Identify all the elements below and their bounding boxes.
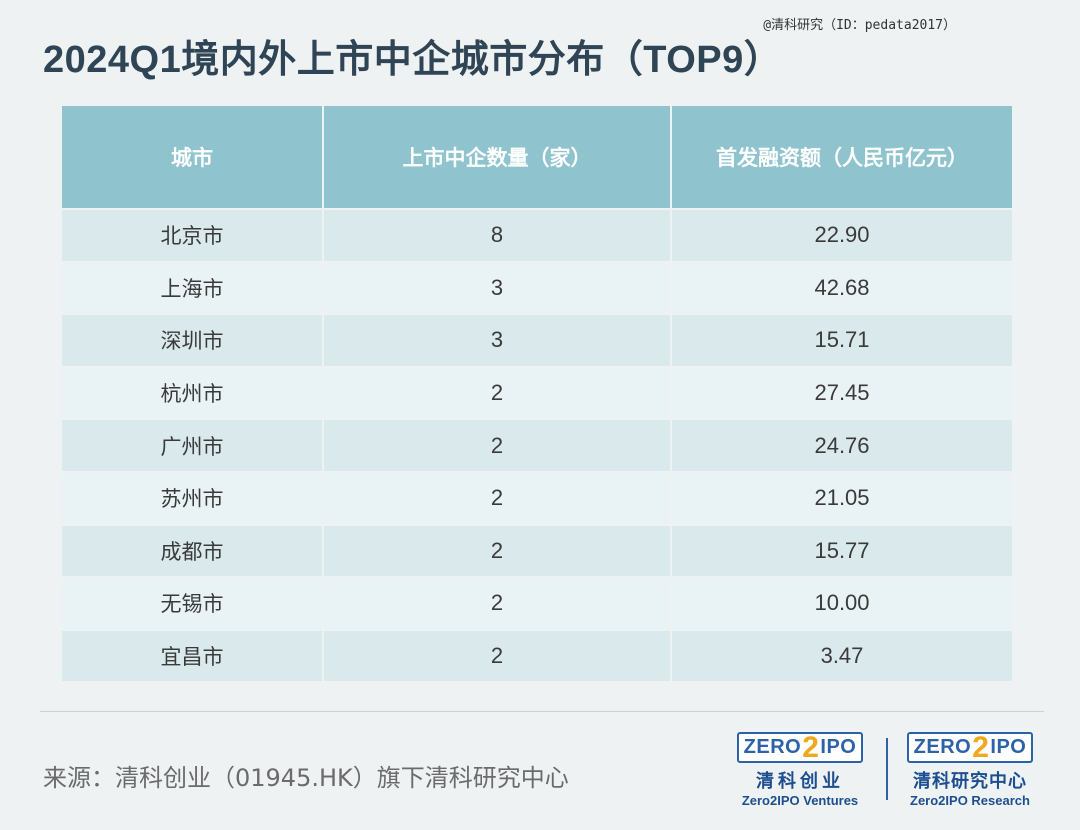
cell-count: 2	[323, 418, 672, 472]
table-row: 杭州市 2 27.45	[62, 365, 1012, 420]
cell-city: 宜昌市	[62, 628, 324, 682]
logo-cn-name: 清科研究中心	[913, 771, 1027, 792]
logo-mark: ZERO 2 IPO	[906, 730, 1034, 764]
logo-mark-text: ZERO	[913, 736, 972, 758]
column-header-city: 城市	[62, 106, 324, 209]
cell-ipo-amount: 27.45	[671, 365, 1012, 420]
table-row: 上海市 3 42.68	[62, 260, 1012, 315]
cell-city: 无锡市	[62, 576, 324, 630]
column-header-count: 上市中企数量（家）	[323, 106, 672, 209]
table-row: 广州市 2 24.76	[62, 418, 1012, 472]
chart-title: 2024Q1境内外上市中企城市分布（TOP9）	[43, 39, 783, 81]
logo-mark-text: ZERO	[743, 736, 802, 758]
table-row: 成都市 2 15.77	[62, 523, 1012, 578]
logo-zero2ipo-research: ZERO 2 IPO 清科研究中心 Zero2IPO Research	[900, 732, 1040, 808]
cell-city: 苏州市	[62, 470, 324, 525]
logo-mark-two: 2	[802, 730, 820, 764]
logo-mark-two: 2	[972, 730, 990, 764]
cell-ipo-amount: 3.47	[671, 628, 1012, 682]
cell-ipo-amount: 15.71	[671, 313, 1012, 367]
table-row: 深圳市 3 15.71	[62, 313, 1012, 367]
cell-count: 2	[323, 628, 672, 682]
cell-ipo-amount: 15.77	[671, 523, 1012, 578]
data-table: 城市 上市中企数量（家） 首发融资额（人民币亿元） 北京市 8 22.90 上海市 3 4…	[62, 106, 1012, 682]
table-row: 苏州市 2 21.05	[62, 470, 1012, 525]
logo-mark: ZERO 2 IPO	[736, 730, 864, 764]
cell-count: 8	[323, 208, 672, 262]
table-body: 北京市 8 22.90 上海市 3 42.68 深圳市 3 15.71 杭州市 2 27.45 广州市 2…	[62, 208, 1012, 682]
cell-city: 上海市	[62, 260, 324, 315]
logo-separator	[886, 738, 888, 800]
source-note: 来源：清科创业（01945.HK）旗下清科研究中心	[43, 764, 569, 792]
cell-count: 2	[323, 470, 672, 525]
cell-city: 成都市	[62, 523, 324, 578]
cell-count: 3	[323, 260, 672, 315]
logo-en-name: Zero2IPO Ventures	[741, 793, 859, 808]
table-header-row: 城市 上市中企数量（家） 首发融资额（人民币亿元）	[62, 106, 1012, 209]
cell-ipo-amount: 24.76	[671, 418, 1012, 472]
cell-count: 2	[323, 523, 672, 578]
cell-ipo-amount: 22.90	[671, 208, 1012, 262]
column-header-ipo-amount: 首发融资额（人民币亿元）	[671, 106, 1012, 209]
cell-city: 杭州市	[62, 365, 324, 420]
cell-city: 深圳市	[62, 313, 324, 367]
table-row: 北京市 8 22.90	[62, 208, 1012, 262]
logo-mark-text: IPO	[990, 736, 1027, 758]
cell-count: 2	[323, 365, 672, 420]
logo-en-name: Zero2IPO Research	[910, 793, 1030, 808]
logo-cn-name: 清科创业	[756, 771, 844, 792]
logo-zero2ipo-ventures: ZERO 2 IPO 清科创业 Zero2IPO Ventures	[730, 732, 870, 808]
watermark: @清科研究（ID：pedata2017）	[763, 18, 956, 33]
cell-ipo-amount: 42.68	[671, 260, 1012, 315]
cell-ipo-amount: 10.00	[671, 576, 1012, 630]
cell-ipo-amount: 21.05	[671, 470, 1012, 525]
cell-count: 2	[323, 576, 672, 630]
table-row: 宜昌市 2 3.47	[62, 628, 1012, 682]
table-row: 无锡市 2 10.00	[62, 576, 1012, 630]
divider	[40, 711, 1044, 712]
logo-mark-text: IPO	[820, 736, 857, 758]
cell-city: 北京市	[62, 208, 324, 262]
cell-city: 广州市	[62, 418, 324, 472]
cell-count: 3	[323, 313, 672, 367]
